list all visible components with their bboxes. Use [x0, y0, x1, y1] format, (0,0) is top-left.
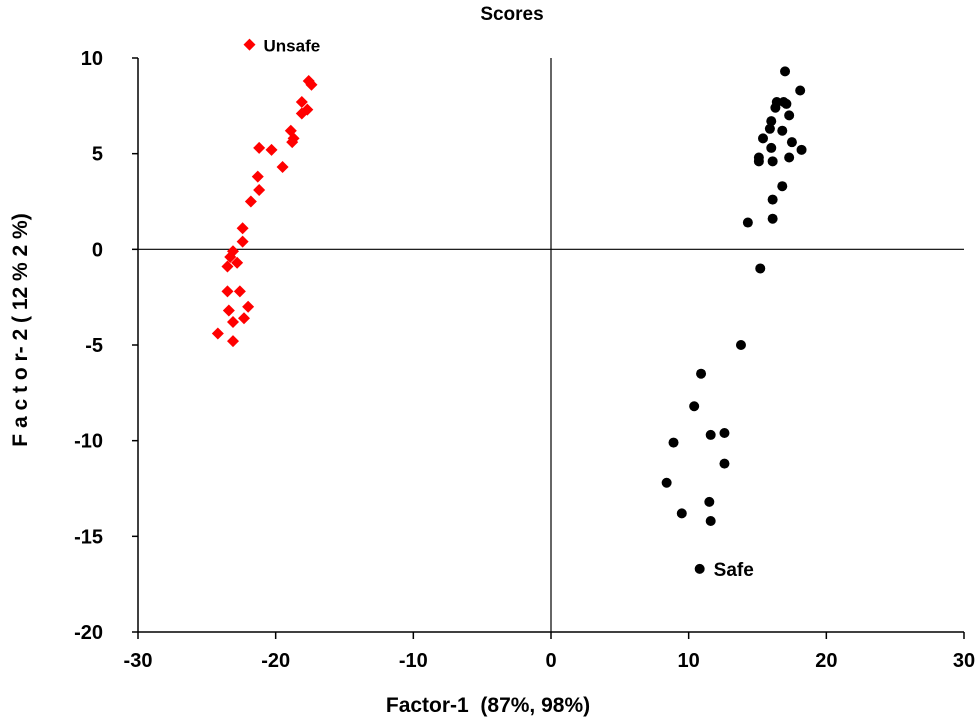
- legend-label-unsafe: Unsafe: [264, 37, 321, 56]
- x-tick-label: 10: [678, 650, 700, 672]
- unsafe-point: [231, 256, 244, 269]
- unsafe-point: [221, 285, 234, 298]
- safe-point: [770, 102, 781, 113]
- y-axis-label: F a c t o r- 2 ( 12 % 2 %): [9, 213, 32, 446]
- safe-point: [784, 152, 795, 163]
- x-tick-label: 20: [815, 650, 837, 672]
- safe-point: [705, 429, 716, 440]
- unsafe-point: [253, 141, 266, 154]
- safe-point: [705, 516, 716, 527]
- x-tick-label: -20: [261, 650, 290, 672]
- safe-point: [777, 181, 788, 192]
- tick-labels: -30 -20 -10 0 10 20 30 -20 -15 -10 -5 0 5 10: [74, 48, 975, 672]
- unsafe-point: [224, 250, 237, 263]
- y-tick-label: -15: [74, 526, 103, 548]
- safe-point: [661, 477, 672, 488]
- safe-point: [784, 110, 795, 121]
- reference-lines: [138, 58, 964, 632]
- safe-point: [758, 133, 769, 144]
- safe-point: [755, 263, 766, 274]
- legend: Unsafe Safe: [243, 37, 754, 581]
- safe-point: [766, 116, 777, 127]
- safe-point: [668, 437, 679, 448]
- unsafe-point: [276, 161, 289, 174]
- unsafe-point: [226, 335, 239, 348]
- safe-point: [704, 496, 715, 507]
- safe-point: [781, 98, 792, 109]
- legend-marker-unsafe: [243, 38, 256, 51]
- safe-point: [767, 213, 778, 224]
- safe-point: [795, 85, 806, 96]
- unsafe-point: [251, 170, 264, 183]
- safe-point: [764, 123, 775, 134]
- unsafe-point: [226, 316, 239, 329]
- unsafe-point: [211, 327, 224, 340]
- y-tick-label: 5: [92, 144, 103, 166]
- unsafe-point: [236, 235, 249, 248]
- unsafe-point: [238, 312, 251, 325]
- y-tick-label: -10: [74, 431, 103, 453]
- safe-point: [766, 142, 777, 153]
- unsafe-point: [244, 195, 257, 208]
- x-tick-label: 0: [545, 650, 556, 672]
- safe-point: [767, 194, 778, 205]
- safe-point: [796, 144, 807, 155]
- unsafe-point: [265, 143, 278, 156]
- safe-point: [780, 66, 791, 77]
- unsafe-point: [287, 132, 300, 145]
- safe-point: [735, 340, 746, 350]
- x-tick-label: -30: [124, 650, 153, 672]
- ticks: [132, 57, 965, 639]
- legend-marker-safe: [694, 563, 705, 574]
- safe-point: [676, 508, 687, 519]
- safe-point: [742, 217, 753, 228]
- unsafe-point: [295, 107, 308, 120]
- data-points: [211, 66, 807, 527]
- safe-point: [753, 156, 764, 167]
- unsafe-point: [221, 260, 234, 273]
- unsafe-point: [233, 285, 246, 298]
- y-tick-label: 0: [92, 239, 103, 261]
- unsafe-point: [295, 96, 308, 109]
- safe-point: [777, 125, 788, 136]
- chart-title: Scores: [480, 4, 543, 25]
- y-tick-label: -5: [85, 335, 103, 357]
- safe-point: [696, 368, 707, 379]
- safe-point: [767, 156, 778, 167]
- unsafe-point: [305, 78, 318, 91]
- safe-point: [689, 401, 700, 412]
- unsafe-point: [236, 222, 249, 235]
- unsafe-point: [253, 184, 266, 197]
- safe-point: [719, 458, 730, 469]
- x-tick-label: 30: [953, 650, 975, 672]
- legend-label-safe: Safe: [714, 560, 754, 581]
- x-tick-label: -10: [399, 650, 428, 672]
- unsafe-point: [222, 304, 235, 317]
- y-tick-label: 10: [81, 48, 103, 70]
- unsafe-point: [242, 300, 255, 313]
- x-axis-label: Factor-1 (87%, 98%): [386, 694, 590, 717]
- y-tick-label: -20: [74, 622, 103, 644]
- safe-point: [719, 428, 730, 439]
- safe-point: [786, 137, 797, 148]
